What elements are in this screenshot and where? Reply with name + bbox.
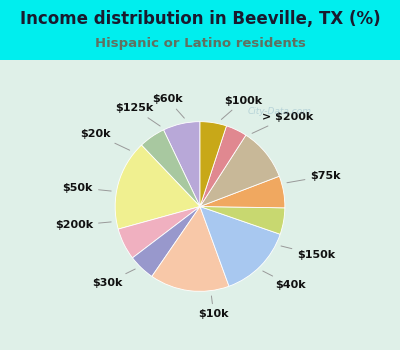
Text: > $200k: > $200k [252,112,313,133]
Text: Income distribution in Beeville, TX (%): Income distribution in Beeville, TX (%) [20,10,380,28]
Wedge shape [132,206,200,276]
Text: $200k: $200k [55,220,111,230]
Text: $100k: $100k [221,96,262,119]
Text: Hispanic or Latino residents: Hispanic or Latino residents [94,37,306,50]
Wedge shape [200,126,246,206]
Text: $30k: $30k [92,269,135,288]
Wedge shape [200,135,279,206]
Text: $10k: $10k [198,296,229,319]
Wedge shape [200,206,285,234]
Wedge shape [164,122,200,206]
Wedge shape [152,206,229,291]
Text: $40k: $40k [263,271,306,290]
Text: $75k: $75k [287,171,341,183]
Wedge shape [200,206,280,286]
Text: City-Data.com: City-Data.com [248,107,312,117]
Text: $20k: $20k [80,129,130,150]
Wedge shape [118,206,200,258]
Text: $60k: $60k [152,94,184,118]
Wedge shape [200,176,285,208]
Wedge shape [142,130,200,206]
Text: $150k: $150k [281,246,336,260]
Wedge shape [115,145,200,229]
Text: $125k: $125k [115,104,160,126]
Wedge shape [200,122,226,206]
Text: $50k: $50k [63,183,111,193]
